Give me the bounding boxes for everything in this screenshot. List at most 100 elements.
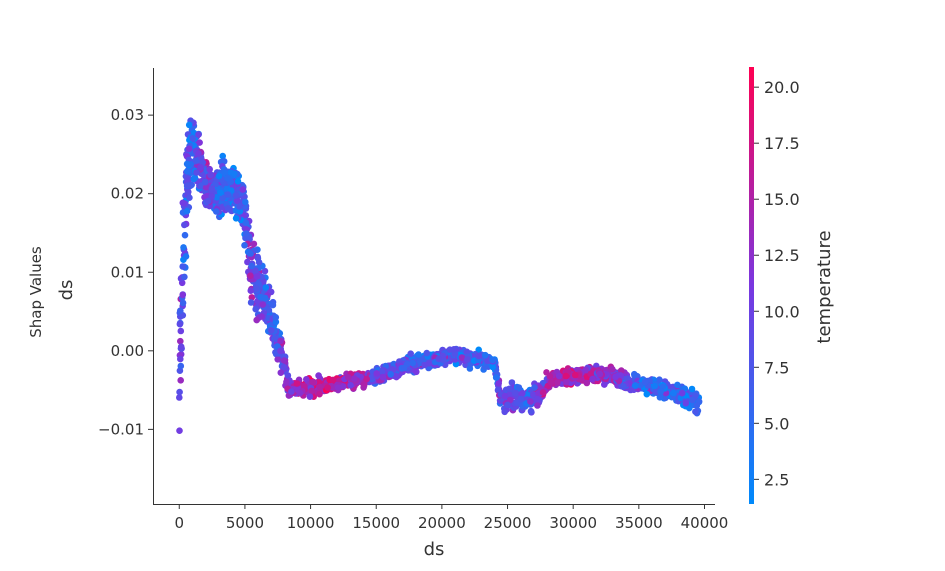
scatter-point	[242, 198, 249, 206]
x-ticks: 0 5000 10000 15000 20000 25000 30000 35000 40000	[174, 504, 728, 532]
scatter-point	[609, 365, 616, 373]
scatter-point	[247, 250, 254, 257]
scatter-point	[316, 390, 323, 398]
scatter-point	[193, 169, 200, 176]
scatter-point	[387, 371, 395, 378]
scatter-point	[181, 221, 188, 229]
colorbar-tick-label: 15.0	[764, 190, 800, 209]
scatter-point	[315, 372, 322, 379]
scatter-point	[236, 208, 244, 215]
y-tick-label: 0.00	[111, 342, 144, 360]
scatter-point	[688, 385, 696, 393]
scatter-point	[177, 337, 184, 345]
scatter-point	[277, 369, 285, 377]
scatter-point	[176, 427, 183, 435]
scatter-point	[463, 348, 471, 356]
scatter-point	[482, 351, 489, 359]
scatter-point	[511, 390, 519, 397]
scatter-point	[265, 306, 273, 314]
scatter-point	[224, 174, 231, 182]
scatter-point	[219, 194, 226, 202]
scatter-point	[631, 370, 638, 378]
scatter-point	[409, 359, 417, 367]
scatter-point	[641, 378, 649, 386]
scatter-point	[181, 273, 188, 281]
scatter-point	[184, 177, 192, 184]
scatter-point	[678, 389, 686, 397]
scatter-point	[232, 192, 240, 199]
scatter-point	[489, 363, 497, 371]
scatter-point	[206, 166, 213, 173]
y-tick-label: 0.03	[111, 106, 144, 124]
colorbar-tick-label: 7.5	[764, 358, 789, 377]
scatter-point	[176, 394, 183, 401]
scatter-point	[272, 314, 280, 321]
scatter-point	[232, 215, 240, 222]
scatter-point	[534, 395, 541, 403]
scatter-point	[242, 219, 250, 227]
x-tick-label: 25000	[484, 514, 532, 532]
scatter-point	[504, 401, 511, 409]
scatter-point	[183, 160, 191, 168]
scatter-point	[329, 376, 337, 384]
scatter-point	[489, 356, 496, 364]
scatter-point	[657, 388, 664, 395]
scatter-point	[534, 402, 541, 409]
scatter-point	[239, 186, 247, 193]
scatter-point	[407, 350, 415, 358]
scatter-point	[184, 182, 191, 189]
scatter-point	[392, 373, 400, 380]
scatter-point	[631, 382, 639, 389]
colorbar-tick-label: 5.0	[764, 414, 789, 433]
scatter-point	[506, 385, 513, 393]
scatter-points	[176, 117, 703, 435]
scatter-point	[197, 164, 204, 171]
x-tick-label: 35000	[615, 514, 663, 532]
scatter-point	[180, 244, 187, 251]
y-axis-label: ds	[56, 280, 77, 301]
scatter-point	[203, 183, 210, 191]
scatter-point	[562, 378, 570, 386]
scatter-point	[220, 158, 228, 165]
scatter-point	[231, 170, 238, 178]
scatter-point	[250, 240, 258, 248]
scatter-point	[176, 388, 183, 396]
scatter-point	[280, 364, 288, 371]
colorbar-tick-label: 2.5	[764, 470, 789, 489]
scatter-point	[583, 379, 591, 387]
scatter-point	[308, 387, 316, 395]
colorbar-ticks: 2.5 5.0 7.5 10.0 12.5 15.0 17.5 20.0	[754, 78, 800, 489]
scatter-point	[517, 395, 525, 403]
scatter-point	[693, 402, 701, 409]
scatter-point	[207, 171, 214, 179]
scatter-point	[674, 381, 681, 389]
scatter-point	[310, 378, 317, 386]
scatter-point	[253, 316, 260, 324]
x-tick-label: 15000	[352, 514, 400, 532]
scatter-point	[527, 407, 535, 415]
y-ticks: −0.01 0.00 0.01 0.02 0.03	[98, 106, 153, 438]
x-tick-label: 5000	[226, 514, 264, 532]
scatter-point	[224, 191, 232, 198]
scatter-point	[582, 366, 589, 374]
scatter-point	[670, 389, 677, 397]
scatter-point	[519, 390, 526, 397]
scatter-point	[253, 273, 261, 280]
scatter-point	[277, 347, 284, 355]
scatter-point	[185, 121, 193, 129]
scatter-point	[296, 389, 304, 397]
scatter-point	[303, 376, 310, 383]
scatter-point	[656, 376, 663, 384]
scatter-point	[351, 375, 358, 382]
scatter-point	[589, 375, 596, 383]
scatter-point	[288, 388, 295, 395]
scatter-point	[435, 355, 443, 363]
scatter-point	[177, 343, 185, 351]
scatter-point	[233, 197, 241, 205]
scatter-point	[425, 360, 433, 367]
scatter-point	[179, 199, 187, 207]
scatter-point	[363, 375, 371, 383]
scatter-point	[306, 393, 314, 401]
scatter-point	[451, 351, 459, 358]
